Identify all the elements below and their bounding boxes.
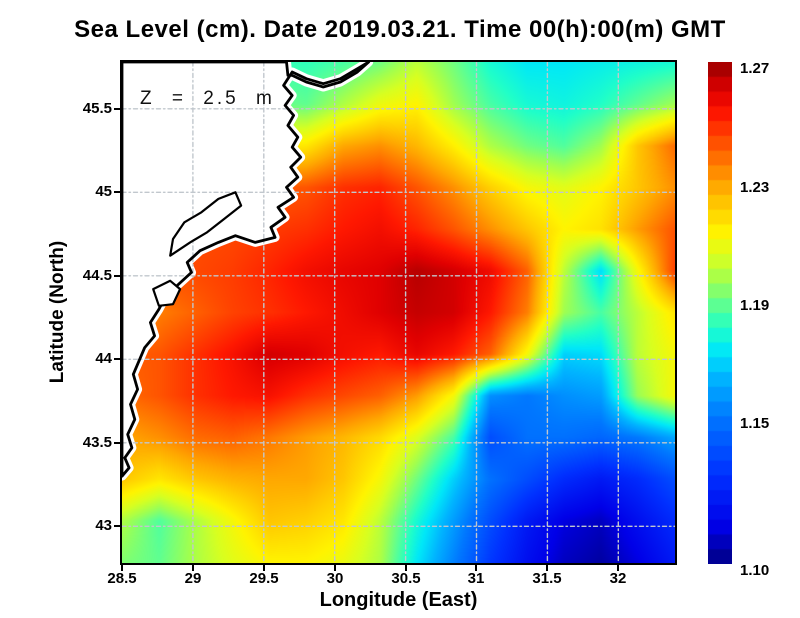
- colorbar-tick-label: 1.15: [740, 415, 770, 432]
- y-tick: [114, 358, 121, 360]
- lagoon-outline: [152, 279, 182, 307]
- x-tick-label: 29.5: [249, 570, 279, 587]
- x-tick: [546, 565, 548, 571]
- y-tick-label: 43: [95, 517, 112, 534]
- chart-title: Sea Level (cm). Date 2019.03.21. Time 00…: [74, 16, 726, 43]
- x-tick-label: 30: [326, 570, 344, 587]
- x-tick-label: 31.5: [532, 570, 562, 587]
- y-tick: [114, 275, 121, 277]
- colorbar-canvas: [708, 62, 732, 564]
- plot-area: Z = 2.5 m: [120, 60, 677, 565]
- y-tick-label: 43.5: [82, 434, 112, 451]
- y-tick-label: 44: [95, 350, 112, 367]
- y-tick: [114, 525, 121, 527]
- x-tick: [192, 565, 194, 571]
- coast-nodata-band: [122, 62, 374, 481]
- depth-annotation: Z = 2.5 m: [140, 88, 275, 109]
- colorbar-tick-label: 1.23: [740, 179, 770, 196]
- colorbar-tick-label: 1.10: [740, 562, 770, 579]
- colorbar: [708, 62, 732, 564]
- gridlines: [122, 62, 675, 563]
- y-tick-label: 45.5: [82, 100, 112, 117]
- x-tick: [121, 565, 123, 571]
- x-tick: [263, 565, 265, 571]
- y-tick: [114, 108, 121, 110]
- y-tick-label: 45: [95, 183, 112, 200]
- lagoon-outline: [169, 191, 243, 257]
- x-tick-label: 28.5: [107, 570, 137, 587]
- x-tick: [405, 565, 407, 571]
- colorbar-tick-label: 1.27: [740, 60, 770, 77]
- map-overlay: [122, 62, 675, 563]
- y-tick-label: 44.5: [82, 267, 112, 284]
- x-tick: [475, 565, 477, 571]
- coastline: [122, 62, 371, 478]
- x-tick-label: 29: [184, 570, 202, 587]
- x-tick-label: 30.5: [391, 570, 421, 587]
- x-tick-label: 32: [609, 570, 627, 587]
- x-tick: [334, 565, 336, 571]
- colorbar-tick-label: 1.19: [740, 297, 770, 314]
- y-tick: [114, 442, 121, 444]
- x-tick-label: 31: [467, 570, 485, 587]
- x-tick: [617, 565, 619, 571]
- x-axis-title: Longitude (East): [319, 589, 478, 611]
- y-tick: [114, 191, 121, 193]
